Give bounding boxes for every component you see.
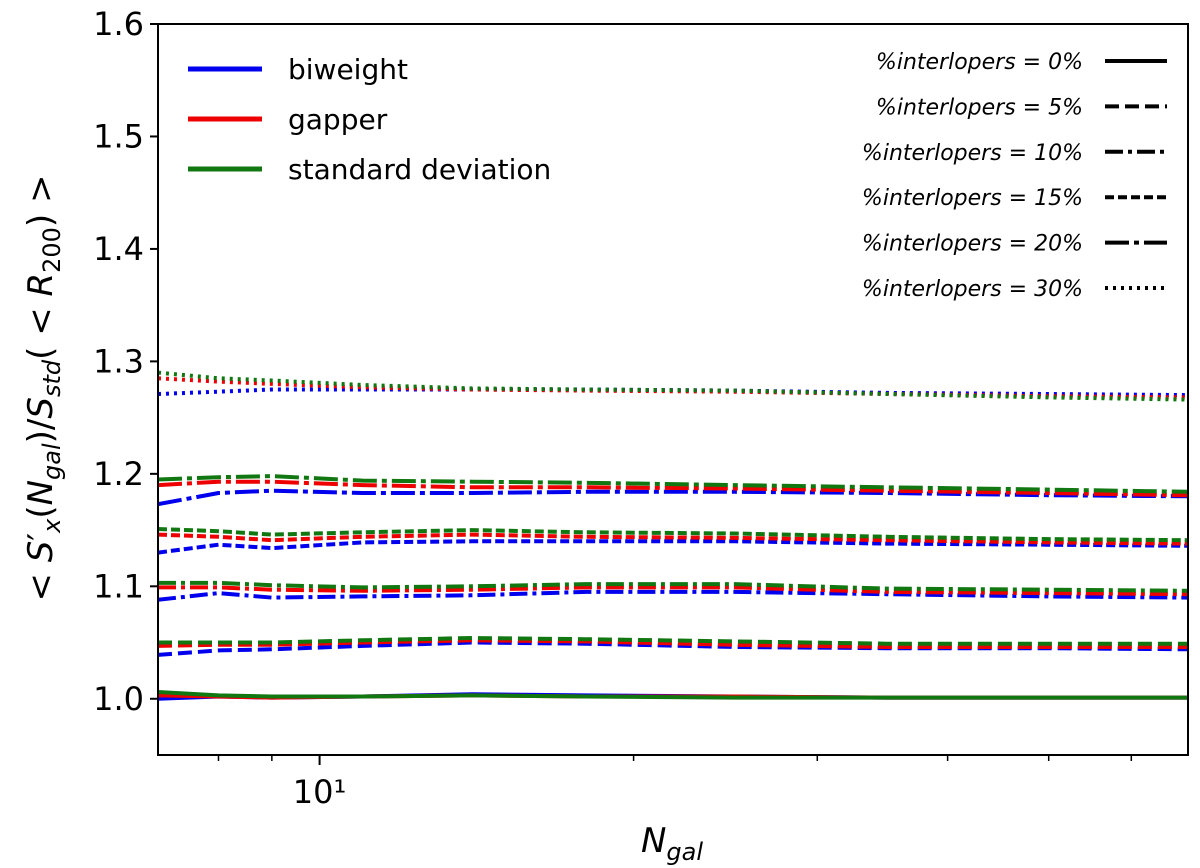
plot-frame [157,23,1189,756]
series-line-biweight-15pct [158,539,1188,555]
legend-method-label: gapper [288,103,388,136]
x-tick-label: 10¹ [293,773,347,811]
series-line-standard-deviation-20pct [158,474,1188,494]
y-tick-label: 1.1 [93,567,144,605]
series-line-standard-deviation-5pct [158,636,1188,646]
legend-interlopers-label: %interlopers = 0% [876,50,1083,75]
series-line-gapper-10pct [158,585,1188,597]
y-tick-label: 1.5 [93,117,144,155]
axes-layer: 1.0 1.1 1.2 1.3 1.4 1.5 1.6 10¹ [93,5,1133,811]
series-layer [158,370,1188,701]
legend-interlopers-label: %interlopers = 5% [876,95,1083,120]
y-tick-label: 1.0 [93,680,144,718]
series-line-standard-deviation-0pct [158,690,1188,700]
legend-interlopers-label: %interlopers = 30% [862,277,1083,302]
legend-interlopers-label: %interlopers = 10% [862,141,1083,166]
series-line-gapper-15pct [158,532,1188,546]
legend-layer: biweight gapper standard deviation %interlo… [188,50,1167,302]
legend-method-label: standard deviation [288,153,551,186]
legend-interlopers-label: %interlopers = 15% [862,186,1083,211]
series-line-standard-deviation-15pct [158,527,1188,543]
y-tick-label: 1.4 [93,230,144,268]
legend-interlopers: %interlopers = 0% %interlopers = 5% %inter… [862,50,1167,302]
series-line-biweight-5pct [158,640,1188,657]
y-tick-label: 1.6 [93,5,144,43]
legend-methods: biweight gapper standard deviation [188,53,551,186]
series-line-standard-deviation-30pct [158,370,1188,402]
y-tick-label: 1.2 [93,455,144,493]
y-axis-label: < S′x(Ngal)/Sstd( < R200) > [21,175,66,602]
series-line-biweight-20pct [158,488,1188,507]
series-line-standard-deviation-10pct [158,580,1188,593]
x-axis-label: Ngal [641,821,703,866]
y-tick-label: 1.3 [93,342,144,380]
series-line-biweight-10pct [158,589,1188,602]
legend-interlopers-label: %interlopers = 20% [862,232,1083,257]
series-line-gapper-5pct [158,638,1188,649]
series-line-biweight-30pct [158,387,1188,398]
legend-method-label: biweight [288,53,408,86]
series-line-gapper-20pct [158,479,1188,498]
